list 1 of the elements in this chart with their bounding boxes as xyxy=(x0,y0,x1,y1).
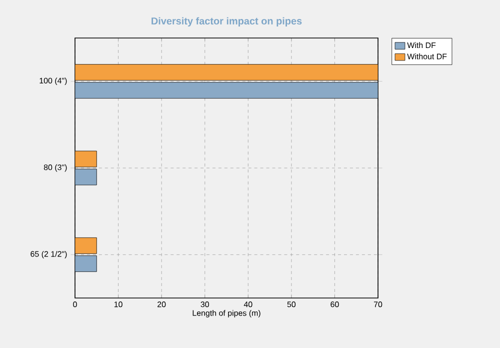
chart-title: Diversity factor impact on pipes xyxy=(152,17,302,26)
